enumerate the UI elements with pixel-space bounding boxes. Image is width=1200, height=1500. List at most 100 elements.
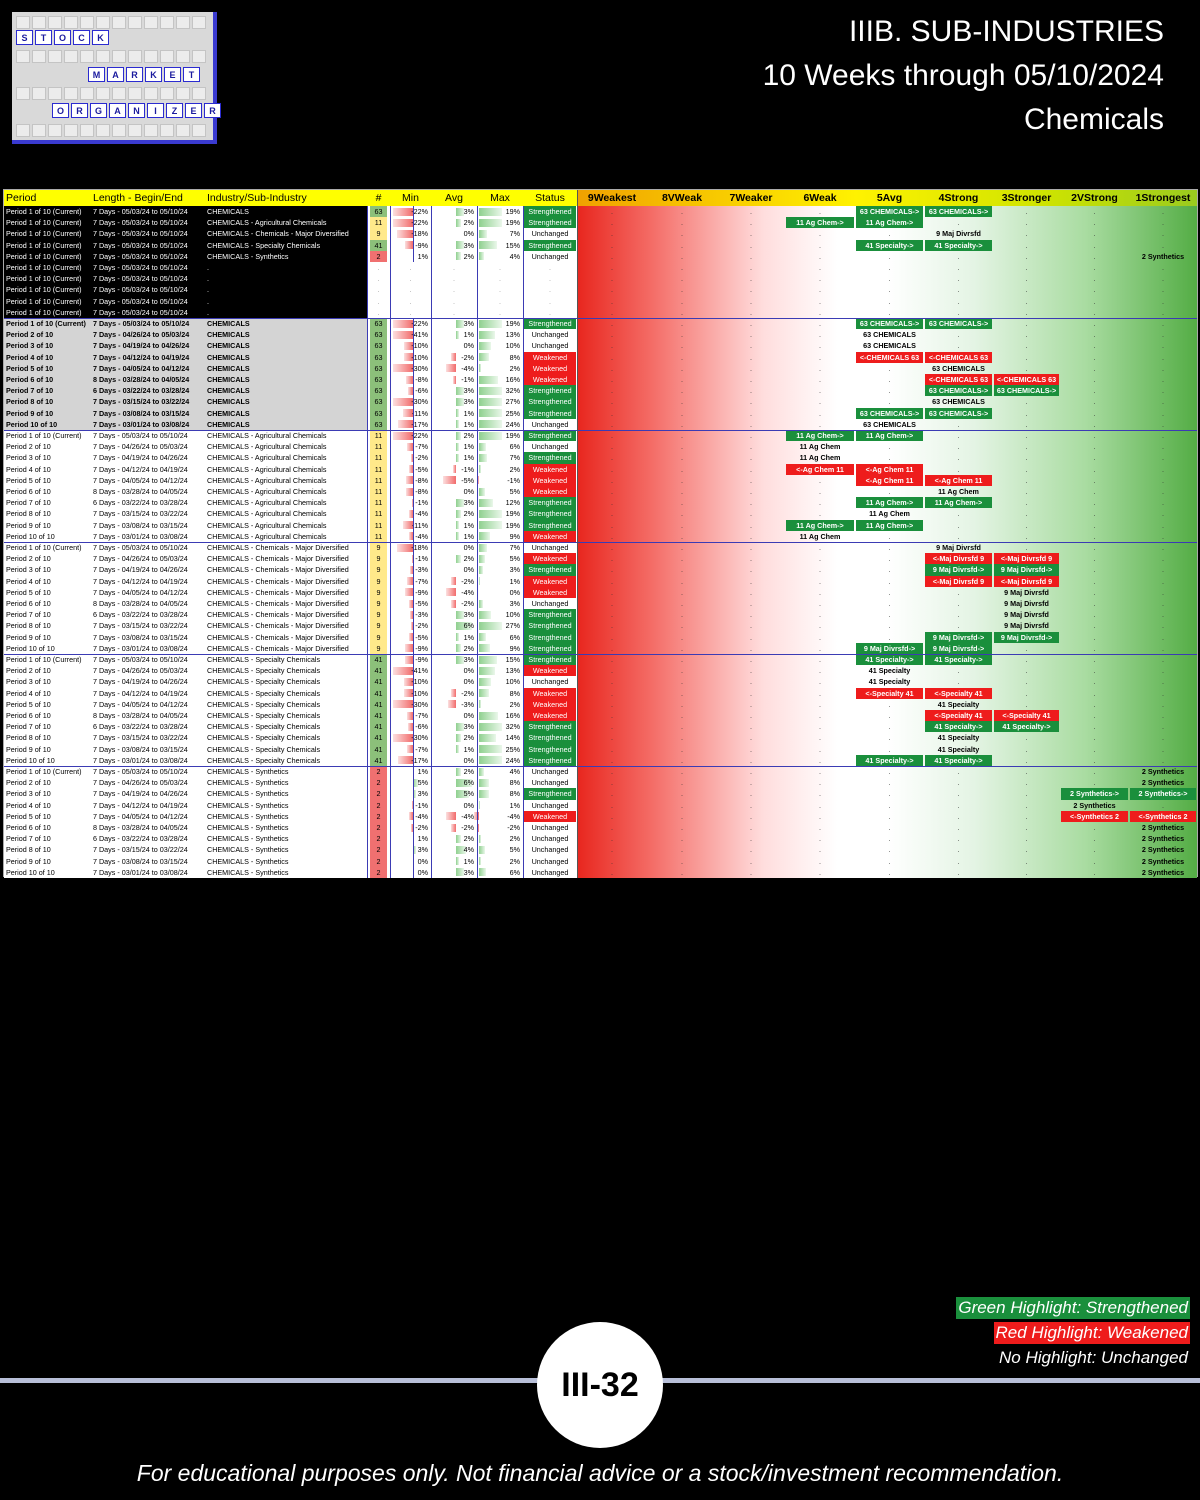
count-cell: 63 bbox=[370, 340, 387, 352]
data-bar bbox=[448, 700, 456, 709]
logo-letter: O bbox=[54, 30, 71, 45]
table-cell: Period 4 of 10 bbox=[6, 464, 51, 474]
strength-marker: <-CHEMICALS 63 bbox=[856, 351, 923, 363]
strength-marker: 41 Specialty bbox=[868, 677, 911, 687]
value-cell: 1% bbox=[463, 744, 474, 754]
empty-dot: . bbox=[888, 767, 891, 776]
data-bar bbox=[479, 655, 497, 664]
empty-dot: . bbox=[957, 431, 960, 440]
axis-line bbox=[413, 788, 414, 800]
value-cell: 6% bbox=[463, 778, 474, 788]
value-cell: 3% bbox=[463, 397, 474, 407]
strength-marker: <-Maj Divrsfd 9 bbox=[925, 575, 992, 587]
table-cell: Period 5 of 10 bbox=[6, 475, 51, 485]
data-bar bbox=[479, 353, 489, 362]
value-cell: 3% bbox=[463, 722, 474, 732]
strength-marker: <-Synthetics 2 bbox=[1061, 810, 1128, 822]
data-bar bbox=[445, 364, 456, 373]
empty-dot: . bbox=[957, 677, 960, 687]
count-cell bbox=[370, 284, 387, 295]
count-cell: 63 bbox=[370, 418, 387, 430]
strength-marker: 41 Specialty bbox=[937, 733, 980, 743]
data-bar bbox=[408, 465, 413, 474]
table-cell: Period 4 of 10 bbox=[6, 352, 54, 362]
data-bar bbox=[479, 532, 490, 541]
empty-dot: . bbox=[750, 722, 752, 732]
empty-dot: . bbox=[1025, 307, 1028, 317]
table-cell: 7 Days - 04/26/24 to 05/03/24 bbox=[93, 330, 190, 340]
value-cell: -9% bbox=[415, 643, 428, 653]
strength-marker: <-Ag Chem 11 bbox=[856, 463, 923, 475]
value-cell: 8% bbox=[509, 778, 520, 788]
value-cell: -30% bbox=[411, 397, 428, 407]
empty-dot: . bbox=[750, 498, 752, 508]
status-badge: Strengthened bbox=[524, 385, 576, 397]
table-cell: CHEMICALS - Chemicals - Major Diversifie… bbox=[207, 554, 349, 564]
logo-row bbox=[16, 50, 206, 63]
empty-dot: . bbox=[819, 643, 821, 653]
data-bar bbox=[393, 431, 413, 440]
value-cell: 16% bbox=[505, 711, 520, 720]
strength-marker: 63 CHEMICALS bbox=[863, 330, 916, 340]
empty-dot: . bbox=[1093, 375, 1096, 384]
table-cell: 7 Days - 04/19/24 to 04/26/24 bbox=[93, 789, 188, 799]
value-cell: -30% bbox=[411, 733, 428, 743]
empty-dot: . bbox=[1162, 599, 1164, 608]
empty-dot: . bbox=[819, 419, 821, 429]
data-bar bbox=[479, 487, 485, 496]
logo-tile bbox=[48, 124, 62, 137]
table-cell: Period 2 of 10 bbox=[6, 442, 51, 452]
empty-dot: . bbox=[1025, 397, 1028, 407]
empty-dot: . bbox=[681, 867, 683, 877]
logo-tile bbox=[112, 87, 126, 100]
empty-dot: . bbox=[888, 531, 891, 541]
empty-dot: . bbox=[611, 778, 613, 788]
empty-dot: . bbox=[750, 767, 752, 776]
data-bar bbox=[479, 733, 496, 743]
data-bar bbox=[403, 521, 413, 530]
data-bar bbox=[393, 319, 413, 328]
empty-dot: . bbox=[1025, 419, 1028, 429]
empty-dot: . bbox=[1093, 274, 1096, 284]
logo-tile bbox=[32, 124, 46, 137]
logo-row bbox=[16, 16, 206, 29]
empty-dot: . bbox=[681, 475, 683, 485]
data-bar bbox=[392, 330, 413, 339]
empty-dot: . bbox=[681, 419, 683, 429]
value-cell: 0% bbox=[463, 565, 474, 575]
column-header: Status bbox=[535, 192, 565, 204]
empty-dot: . bbox=[499, 296, 501, 306]
data-bar bbox=[479, 420, 502, 429]
empty-dot: . bbox=[681, 487, 683, 496]
empty-dot: . bbox=[1093, 498, 1096, 508]
table-cell: Period 6 of 10 bbox=[6, 823, 51, 832]
table-cell: Period 3 of 10 bbox=[6, 453, 51, 463]
empty-dot: . bbox=[888, 867, 891, 877]
logo-tile bbox=[160, 124, 174, 137]
empty-dot: . bbox=[681, 845, 683, 855]
count-cell bbox=[370, 273, 387, 284]
empty-dot: . bbox=[957, 296, 960, 306]
table-cell: Period 1 of 10 (Current) bbox=[6, 251, 82, 261]
axis-line bbox=[413, 530, 414, 542]
disclaimer: For educational purposes only. Not finan… bbox=[136, 1460, 1064, 1486]
value-cell: 15% bbox=[505, 240, 520, 250]
logo-tile bbox=[192, 124, 206, 137]
empty-dot: . bbox=[819, 285, 821, 295]
strength-marker: 2 Synthetics-> bbox=[1130, 788, 1196, 800]
logo-letter: R bbox=[204, 103, 221, 118]
value-cell: -4% bbox=[461, 587, 474, 597]
status-badge: Unchanged bbox=[531, 330, 569, 340]
empty-dot: . bbox=[1025, 778, 1028, 788]
strength-marker: 63 CHEMICALS bbox=[932, 363, 985, 373]
data-bar bbox=[479, 745, 502, 754]
value-cell: 19% bbox=[505, 218, 520, 228]
strength-marker: 63 CHEMICALS-> bbox=[925, 407, 992, 419]
logo-letter: N bbox=[128, 103, 145, 118]
empty-dot: . bbox=[453, 307, 455, 317]
empty-dot: . bbox=[888, 442, 891, 452]
table-cell: CHEMICALS - Synthetics bbox=[207, 867, 289, 877]
data-bar bbox=[396, 543, 413, 552]
value-cell: 1% bbox=[463, 531, 474, 541]
logo-tile bbox=[48, 16, 62, 29]
